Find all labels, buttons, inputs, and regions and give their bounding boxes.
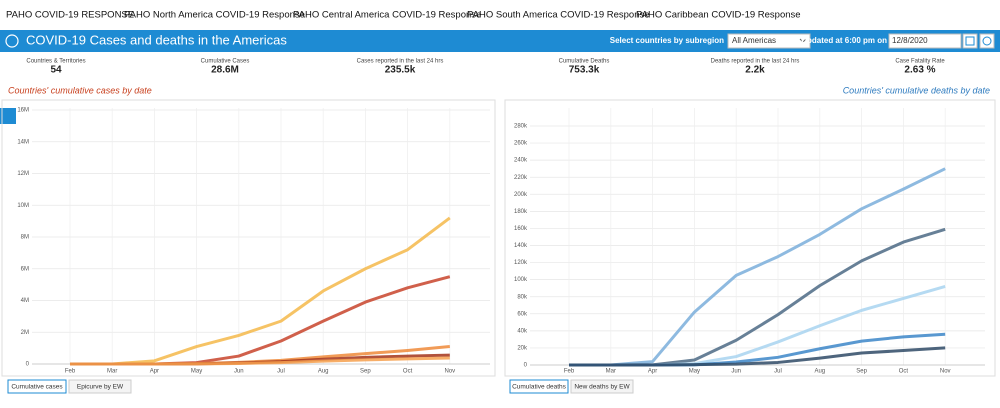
x-tick-label: Aug [318, 369, 329, 375]
y-tick-label: 100k [514, 277, 528, 283]
x-tick-label: Oct [403, 369, 413, 375]
updated-label: Updated at 6:00 pm on [801, 36, 887, 45]
logo [5, 34, 19, 48]
clock-button[interactable] [979, 33, 995, 49]
x-tick-label: Mar [606, 369, 616, 375]
chart-panel [504, 99, 996, 377]
stat-value: 54 [50, 65, 62, 76]
chart-toggle[interactable] [0, 108, 16, 124]
chart-title: Countries' cumulative deaths by date [843, 85, 990, 95]
filter-value: All Americas [732, 36, 776, 45]
chart-tab-label: New deaths by EW [574, 384, 630, 391]
y-tick-label: 80k [517, 294, 528, 300]
nav-tab[interactable]: PAHO Caribbean COVID-19 Response [636, 10, 801, 21]
chart-panel [1, 99, 496, 377]
date-value: 12/8/2020 [892, 36, 928, 45]
y-tick-label: 8M [21, 235, 29, 241]
date-input[interactable] [888, 33, 962, 49]
y-tick-label: 260k [514, 141, 528, 147]
filter-select[interactable] [727, 33, 811, 49]
y-tick-label: 16M [17, 108, 29, 114]
x-tick-label: Sep [856, 369, 867, 375]
x-tick-label: Mar [107, 369, 117, 375]
x-tick-label: Oct [899, 369, 909, 375]
x-tick-label: Apr [648, 369, 657, 375]
y-tick-label: 280k [514, 124, 528, 130]
stat-value: 28.6M [211, 65, 239, 76]
y-tick-label: 160k [514, 226, 528, 232]
x-tick-label: Jul [277, 369, 285, 375]
chart-tab[interactable] [68, 379, 132, 394]
chart-tab[interactable] [509, 379, 569, 394]
chart-tab-label: Cumulative deaths [512, 384, 567, 391]
series-line [569, 346, 946, 367]
y-tick-label: 4M [21, 298, 29, 304]
x-tick-label: Feb [564, 369, 575, 375]
x-tick-label: Aug [814, 369, 825, 375]
y-tick-label: 10M [17, 203, 29, 209]
x-tick-label: May [191, 369, 202, 375]
x-tick-label: Nov [444, 369, 455, 375]
y-tick-label: 180k [514, 209, 528, 215]
x-tick-label: Sep [360, 369, 371, 375]
chart-tab[interactable] [570, 379, 634, 394]
filter-label: Select countries by subregion [610, 36, 724, 45]
calendar-icon [965, 36, 975, 46]
stat-label: Case Fatality Rate [895, 59, 945, 65]
chart-tab-label: Cumulative cases [11, 384, 63, 391]
y-tick-label: 200k [514, 192, 528, 198]
calendar-button[interactable] [962, 33, 978, 49]
series-line [569, 227, 946, 367]
chart-tab[interactable] [7, 379, 67, 394]
stat-value: 753.3k [569, 65, 600, 76]
x-tick-label: Feb [65, 369, 76, 375]
nav-tab[interactable]: PAHO COVID-19 RESPONSE [6, 10, 134, 21]
x-tick-label: Apr [150, 369, 159, 375]
select-arrow [799, 38, 807, 43]
y-tick-label: 40k [517, 328, 528, 334]
y-tick-label: 20k [517, 346, 528, 352]
stat-label: Cumulative Cases [201, 59, 250, 65]
nav-tab[interactable]: PAHO South America COVID-19 Response [467, 10, 650, 21]
x-tick-label: Jul [774, 369, 782, 375]
y-tick-label: 2M [21, 330, 29, 336]
y-tick-label: 0 [524, 363, 528, 369]
nav-tab[interactable]: PAHO Central America COVID-19 Response [293, 10, 481, 21]
chart-tab-label: Epicurve by EW [77, 384, 124, 391]
x-tick-label: Jun [234, 369, 244, 375]
stat-label: Cases reported in the last 24 hrs [357, 59, 444, 65]
stat-value: 2.63 % [904, 65, 935, 76]
series-line [569, 167, 946, 367]
nav-tab[interactable]: PAHO North America COVID-19 Response [124, 10, 305, 21]
series-line [70, 356, 450, 366]
series-line [70, 216, 451, 366]
stat-value: 235.5k [385, 65, 416, 76]
x-tick-label: Jun [731, 369, 741, 375]
x-tick-label: May [689, 369, 700, 375]
y-tick-label: 0 [26, 362, 30, 368]
y-tick-label: 220k [514, 175, 528, 181]
y-tick-label: 60k [517, 311, 528, 317]
chart-title: Countries' cumulative cases by date [8, 85, 152, 95]
clock-icon [982, 36, 992, 46]
y-tick-label: 140k [514, 243, 528, 249]
y-tick-label: 12M [17, 171, 29, 177]
stat-label: Deaths reported in the last 24 hrs [711, 59, 800, 65]
stat-label: Cumulative Deaths [559, 59, 610, 65]
y-tick-label: 6M [21, 266, 29, 272]
y-tick-label: 120k [514, 260, 528, 266]
stat-label: Countries & Territories [26, 59, 85, 65]
header-title: COVID-19 Cases and deaths in the America… [26, 32, 287, 47]
y-tick-label: 14M [17, 139, 29, 145]
x-tick-label: Nov [940, 369, 951, 375]
stat-value: 2.2k [745, 65, 765, 76]
y-tick-label: 240k [514, 158, 528, 164]
